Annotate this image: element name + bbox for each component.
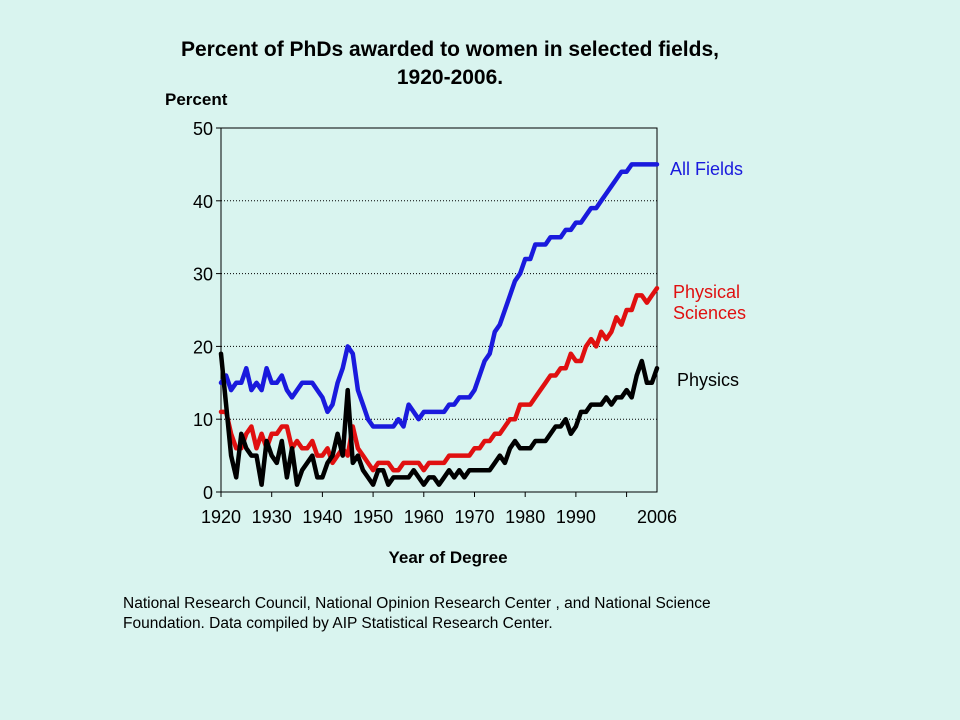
y-tick-label: 40 (193, 192, 213, 212)
source-line-2: Foundation. Data compiled by AIP Statist… (123, 615, 553, 632)
x-tick-label: 1990 (556, 507, 596, 527)
plot-area (220, 127, 658, 493)
x-tick-label: 1930 (252, 507, 292, 527)
chart-title: Percent of PhDs awarded to women in sele… (120, 36, 780, 92)
y-axis-label: Percent (165, 90, 228, 109)
x-axis-label: Year of Degree (388, 548, 507, 567)
y-tick-label: 30 (193, 265, 213, 285)
y-axis: 0 10 20 30 40 50 (193, 119, 221, 503)
legend-label-all-fields: All Fields (670, 159, 743, 179)
y-tick-label: 10 (193, 410, 213, 430)
series-line-physical-sciences (218, 285, 660, 473)
source-line-1: National Research Council, National Opin… (123, 595, 711, 612)
legend-label-physical-sciences-line-1: Physical (673, 282, 740, 302)
legend-label-physics: Physics (677, 370, 739, 390)
legend-label-physical-sciences-line-2: Sciences (673, 303, 746, 323)
x-tick-label: 1960 (404, 507, 444, 527)
source-note: National Research Council, National Opin… (123, 594, 843, 634)
x-tick-label: 1950 (353, 507, 393, 527)
chart-title-line-1: Percent of PhDs awarded to women in sele… (181, 38, 719, 61)
x-tick-label: 1940 (302, 507, 342, 527)
x-axis: 1920 1930 1940 1950 1960 1970 1980 1990 2006 (201, 492, 677, 527)
y-tick-label: 50 (193, 119, 213, 139)
x-tick-label: 1970 (454, 507, 494, 527)
series-lines (218, 162, 660, 487)
x-tick-label: 1980 (505, 507, 545, 527)
y-tick-label: 20 (193, 337, 213, 357)
x-tick-label: 1920 (201, 507, 241, 527)
series-line-all-fields (218, 162, 660, 429)
series-line-physics (218, 351, 660, 487)
y-tick-label: 0 (203, 483, 213, 503)
x-tick-label: 2006 (637, 507, 677, 527)
chart-title-line-2: 1920-2006. (396, 66, 504, 89)
